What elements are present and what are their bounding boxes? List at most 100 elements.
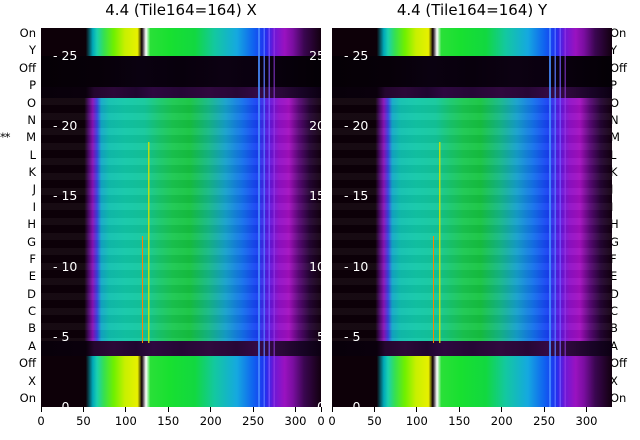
y-tick-y-20: - 20 — [344, 118, 369, 134]
tick-mark — [82, 407, 84, 412]
tick-label: 150 — [448, 414, 471, 428]
y-tick-x-10: - 10 — [53, 258, 78, 274]
side-label-y-1: Y — [28, 43, 36, 58]
side-label-o-4: O — [26, 95, 36, 110]
side-label-x-20: X — [28, 373, 36, 388]
side-label-n-5: N — [27, 112, 36, 127]
side-label-p-3: P — [610, 78, 617, 93]
x-tick-left-300: 300 — [276, 407, 316, 428]
tick-label: 300 — [284, 414, 307, 428]
side-label-f-13: F — [610, 251, 617, 266]
tick-mark — [416, 407, 418, 412]
side-label-d-15: D — [27, 286, 36, 301]
y-tick-x-5-mirror: 5 — [317, 329, 321, 344]
side-label-i-10: I — [32, 199, 36, 214]
tick-mark — [252, 407, 254, 412]
y-tick-x-15-mirror: 15 — [309, 188, 321, 204]
tick-mark — [331, 407, 333, 412]
tick-mark — [586, 407, 588, 412]
side-label-g-12: G — [27, 234, 36, 249]
tick-label: 50 — [76, 414, 91, 428]
side-label-j-9: J — [32, 182, 36, 197]
heatmap-image-y — [332, 28, 612, 407]
side-label-g-12: G — [610, 234, 619, 249]
x-tick-right-200: 200 — [482, 407, 522, 428]
tick-mark — [125, 407, 127, 412]
heatmap-marker-yellow — [41, 141, 321, 343]
tick-mark — [501, 407, 503, 412]
side-label-a-18: A — [610, 338, 618, 353]
side-label-e-14: E — [28, 269, 36, 284]
x-tick-left-250: 250 — [233, 407, 273, 428]
tick-mark — [458, 407, 460, 412]
y-tick-x-20-mirror: 20 — [309, 118, 321, 134]
side-label-b-17: B — [610, 321, 618, 336]
y-tick-x-0-mirror: 0 — [317, 399, 321, 407]
side-label-k-8: K — [610, 165, 618, 180]
tick-label: 150 — [157, 414, 180, 428]
y-tick-x-5: - 5 — [53, 328, 70, 344]
y-tick-y-15: - 15 — [344, 188, 369, 204]
side-label-n-5: N — [610, 112, 619, 127]
side-label-m-6: M — [610, 130, 620, 145]
side-label-o-4: O — [610, 95, 620, 110]
y-tick-x-25: - 25 — [53, 48, 78, 64]
side-label-p-3: P — [29, 78, 36, 93]
side-label-f-13: F — [29, 251, 36, 266]
y-tick-y-25: - 25 — [344, 48, 369, 64]
side-label-d-15: D — [610, 286, 619, 301]
side-label-h-11: H — [610, 217, 619, 232]
x-axis-left: 0 50 100 150 200 250 300 0 — [37, 407, 325, 440]
tick-label: 250 — [242, 414, 265, 428]
x-tick-left-mirror-0: 0 — [301, 407, 341, 428]
side-label-a-18: A — [28, 338, 36, 353]
tick-mark — [373, 407, 375, 412]
side-label-off-19: Off — [610, 356, 627, 371]
side-label-y-1: Y — [610, 43, 618, 58]
side-label-l-7: L — [29, 147, 36, 162]
heatmap-panel-y[interactable]: - 25 - 20 - 15 - 10 - 5 - 0 — [332, 28, 612, 407]
tick-label: 200 — [199, 414, 222, 428]
x-tick-left-200: 200 — [191, 407, 231, 428]
x-tick-right-250: 250 — [524, 407, 564, 428]
panel-title-x: 4.4 (Tile164=164) X — [105, 1, 257, 19]
side-label-b-17: B — [28, 321, 36, 336]
side-label-c-16: C — [27, 304, 36, 319]
y-tick-x-10-mirror: 10 — [309, 258, 321, 274]
x-tick-left-150: 150 — [148, 407, 188, 428]
side-label-off-2: Off — [610, 60, 627, 75]
tick-mark — [167, 407, 169, 412]
tick-label: 200 — [490, 414, 513, 428]
x-tick-left-0: 0 — [21, 407, 61, 428]
y-tick-x-15: - 15 — [53, 188, 78, 204]
x-tick-right-300: 300 — [567, 407, 607, 428]
heatmap-marker-yellow — [332, 141, 612, 343]
tick-label: 50 — [367, 414, 382, 428]
y-tick-x-20: - 20 — [53, 118, 78, 134]
side-label-x-20: X — [610, 373, 618, 388]
side-label-m-6: M — [26, 130, 36, 145]
y-tick-x-25-mirror: 25 — [309, 48, 321, 64]
x-tick-right-150: 150 — [439, 407, 479, 428]
side-label-c-16: C — [610, 304, 619, 319]
x-tick-right-100: 100 — [397, 407, 437, 428]
x-tick-left-100: 100 — [106, 407, 146, 428]
x-axis-right: 0 50 100 150 200 250 300 — [328, 407, 612, 440]
tick-mark — [320, 407, 322, 412]
side-label-on-21: On — [19, 391, 36, 405]
y-tick-y-0: - 0 — [344, 399, 361, 407]
heatmap-image-x — [41, 28, 321, 407]
tick-mark — [40, 407, 42, 412]
y-tick-y-10: - 10 — [344, 258, 369, 274]
side-label-h-11: H — [27, 217, 36, 232]
side-label-k-8: K — [28, 165, 36, 180]
tick-label: 0 — [317, 414, 325, 428]
tick-label: 100 — [114, 414, 137, 428]
y-tick-y-5: - 5 — [344, 328, 361, 344]
heatmap-panel-x[interactable]: - 25 25 - 20 20 - 15 15 - 10 10 - 5 5 - 0 0 — [41, 28, 321, 407]
tick-label: 250 — [533, 414, 556, 428]
tick-label: 100 — [405, 414, 428, 428]
side-label-marker: ** — [0, 130, 10, 145]
x-tick-right-0: 0 — [312, 407, 352, 428]
